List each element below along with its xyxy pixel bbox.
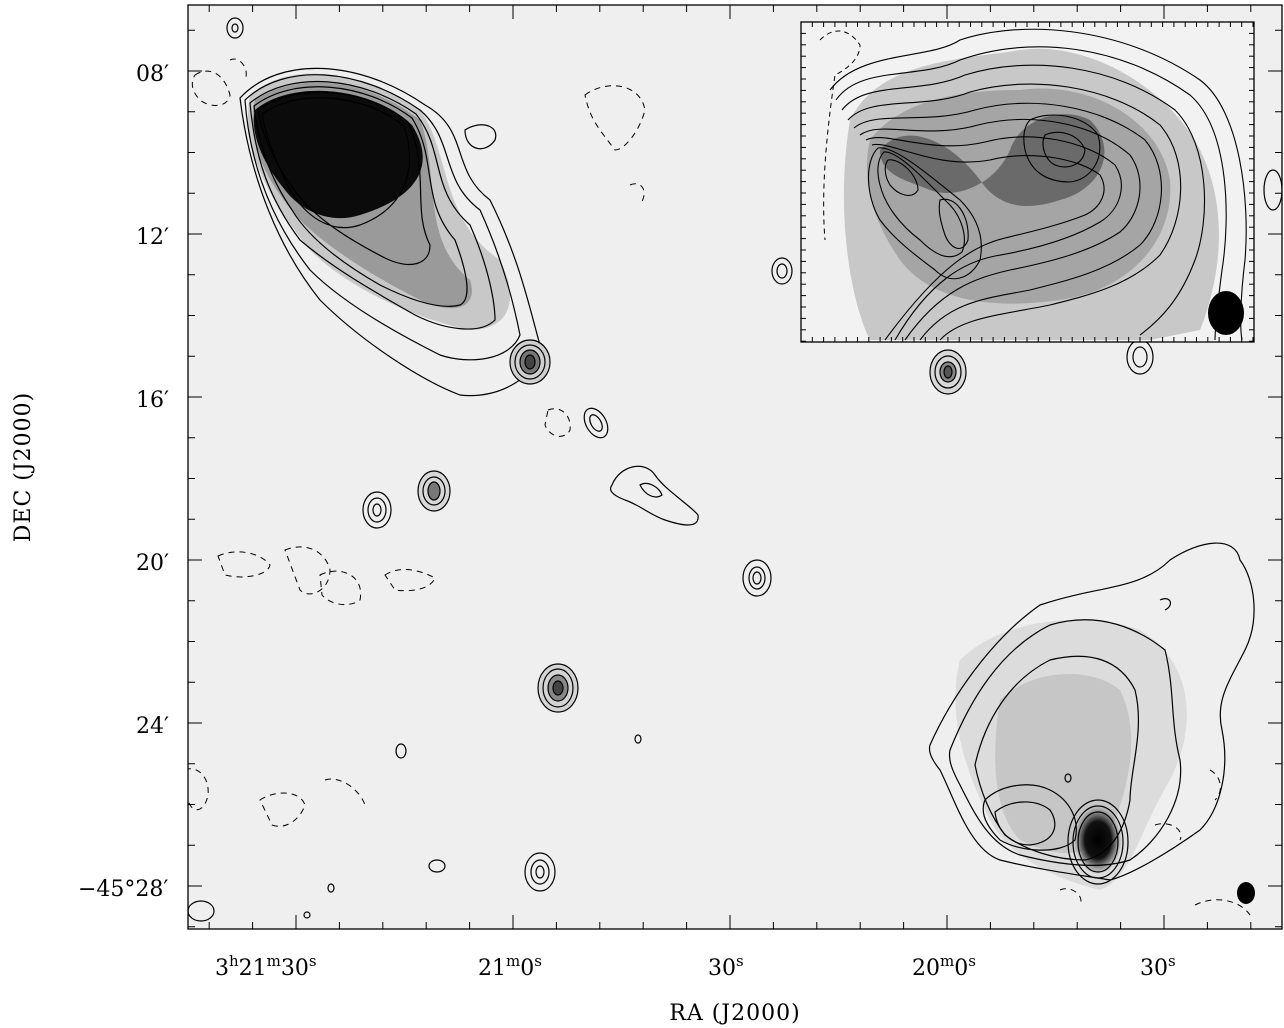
north-lobe-contours — [239, 67, 541, 397]
y-tick-label: 08′ — [136, 62, 169, 87]
inset-tick-marks — [800, 21, 1254, 342]
inset-beam-ellipse — [1208, 291, 1244, 335]
source-e — [362, 491, 392, 529]
inset-contours — [829, 28, 1247, 341]
y-tick-label: 16′ — [136, 388, 169, 413]
x-tick-label: 30s — [1140, 952, 1176, 981]
x-tick-label: 30s — [708, 952, 744, 981]
source-j — [524, 852, 556, 892]
source-g — [583, 407, 609, 439]
source-i — [537, 663, 579, 713]
jet-contour — [609, 465, 699, 526]
y-axis-title: DEC (J2000) — [11, 392, 36, 543]
x-tick-label: 21m0s — [478, 952, 542, 981]
source-a — [509, 339, 551, 385]
x-tick-label: 20m0s — [912, 952, 976, 981]
point-sources — [188, 17, 1282, 922]
inset-panel — [800, 21, 1255, 343]
y-tick-label: 24′ — [136, 714, 169, 739]
beam-ellipse — [1237, 882, 1255, 904]
source-b — [929, 349, 967, 395]
x-tick-labels: 3h21m30s 21m0s 30s 20m0s 30s — [215, 952, 1176, 981]
y-tick-label: 20′ — [136, 551, 169, 576]
negative-contours-w — [188, 546, 1251, 916]
south-lobe-contours — [928, 542, 1255, 885]
source-d — [771, 257, 793, 285]
y-tick-labels: 08′ 12′ 16′ 20′ 24′ −45°28′ — [78, 62, 169, 902]
jet-negative — [544, 408, 571, 437]
y-tick-label: 12′ — [136, 225, 169, 250]
y-tick-label: −45°28′ — [78, 877, 168, 902]
source-h — [742, 559, 772, 597]
source-f — [417, 470, 451, 512]
main-tick-marks — [188, 5, 1282, 929]
north-lobe-emission — [248, 73, 511, 330]
map-frame — [187, 4, 1283, 930]
negative-contours-nw — [191, 58, 646, 206]
x-axis-title: RA (J2000) — [669, 1001, 800, 1026]
x-tick-label: 3h21m30s — [215, 952, 317, 981]
